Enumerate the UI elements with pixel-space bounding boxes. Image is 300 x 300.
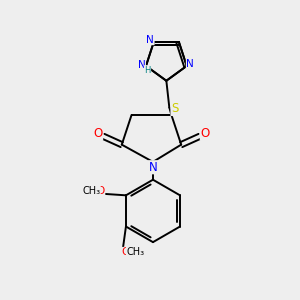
Text: S: S [171,103,178,116]
Text: O: O [200,127,210,140]
Text: O: O [97,186,105,196]
Text: O: O [93,127,103,140]
Text: CH₃: CH₃ [82,186,100,196]
Text: N: N [186,58,194,69]
Text: N: N [148,161,157,174]
Text: CH₃: CH₃ [126,248,145,257]
Text: O: O [122,248,130,257]
Text: H: H [144,66,151,75]
Text: N: N [138,60,146,70]
Text: N: N [146,35,154,45]
